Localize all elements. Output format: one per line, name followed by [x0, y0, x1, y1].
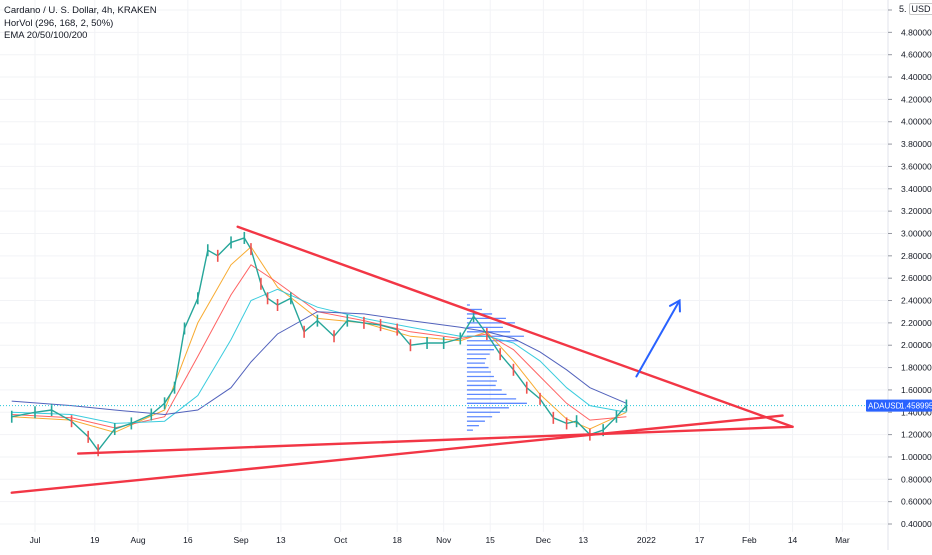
y-tick-label: 1.400000 [901, 407, 932, 417]
ema-line-ema50 [11, 264, 627, 429]
y-tick-label: 4.200000 [901, 94, 932, 104]
x-tick-label: Sep [233, 535, 248, 545]
currency-selector[interactable]: 5. USD [899, 3, 932, 15]
x-tick-label: Dec [536, 535, 552, 545]
chart-legend: Cardano / U. S. Dollar, 4h, KRAKEN HorVo… [4, 5, 157, 43]
x-axis[interactable]: Jul 19 Aug 16 Sep 13 Oct 18 Nov 15 Dec 13 2022 17 Feb 1… [30, 535, 850, 545]
y-tick-label: 0.400000 [901, 519, 932, 529]
y-tick-label: 1.200000 [901, 430, 932, 440]
x-tick-label: 2022 [637, 535, 656, 545]
y-tick-label: 3.200000 [901, 206, 932, 216]
y-tick-label: 2.400000 [901, 296, 932, 306]
price-series [10, 231, 628, 457]
x-tick-label: 17 [695, 535, 705, 545]
legend-horvol[interactable]: HorVol (296, 168, 2, 50%) [4, 17, 114, 29]
price-tag: ADAUSD 1.458995 [866, 399, 932, 412]
x-tick-label: 13 [578, 535, 588, 545]
x-tick-label: Mar [835, 535, 850, 545]
price-line [11, 237, 627, 451]
y-tick-label: 3.400000 [901, 184, 932, 194]
trendlines[interactable] [10, 225, 794, 494]
arrow-shaft [635, 299, 681, 378]
price-tag-symbol: ADAUSD [868, 402, 902, 411]
x-tick-label: Aug [130, 535, 145, 545]
x-tick-label: Feb [742, 535, 757, 545]
x-tick-label: 14 [788, 535, 798, 545]
trendline-upper-resistance [236, 225, 794, 428]
x-tick-label: 16 [183, 535, 193, 545]
ema-line-ema20 [11, 246, 627, 433]
x-tick-label: 18 [392, 535, 402, 545]
y-tick-label: 4.400000 [901, 72, 932, 82]
currency-unit[interactable]: USD [908, 3, 932, 15]
legend-ema[interactable]: EMA 20/50/100/200 [4, 30, 88, 41]
price-tag-value: 1.458995 [900, 402, 932, 411]
ema-line-ema200 [11, 311, 627, 416]
grid [0, 0, 889, 550]
price-tag-background [866, 399, 932, 412]
x-tick-label: Oct [334, 535, 348, 545]
trendline-support-flat [76, 425, 794, 455]
arrow-head [668, 298, 681, 313]
x-tick-label: 13 [276, 535, 286, 545]
y-tick-label: 2.200000 [901, 318, 932, 328]
trendline-support-long [10, 414, 784, 494]
x-tick-label: Jul [30, 535, 41, 545]
ema-line-ema100 [11, 288, 627, 424]
ema-lines [11, 246, 627, 433]
x-tick-label: 19 [90, 535, 100, 545]
currency-prefix: 5. [899, 4, 907, 14]
x-tick-label: 15 [485, 535, 495, 545]
legend-title[interactable]: Cardano / U. S. Dollar, 4h, KRAKEN [4, 5, 157, 16]
x-tick-label: Nov [436, 535, 452, 545]
